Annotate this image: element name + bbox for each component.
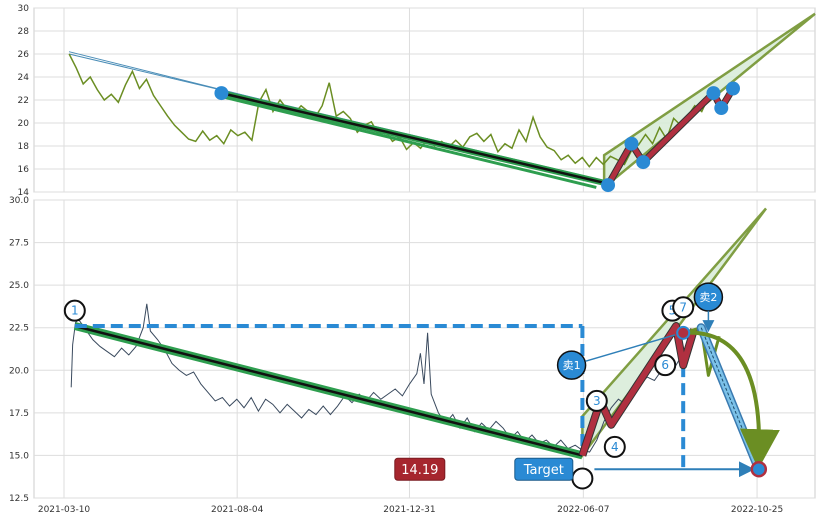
bottom-y-tick-label: 25.0 bbox=[9, 281, 29, 291]
top-pivot-dot bbox=[214, 86, 229, 101]
target-value-badge bbox=[394, 457, 446, 481]
top-y-tick-label: 22 bbox=[18, 96, 29, 106]
pivot-label-text: 7 bbox=[679, 300, 687, 314]
top-y-tick-label: 30 bbox=[18, 4, 30, 14]
bottom-trend-black bbox=[74, 324, 583, 457]
pivot-label-text: 4 bbox=[611, 440, 619, 454]
bottom-y-tick-label: 22.5 bbox=[9, 324, 29, 334]
target-label-badge bbox=[514, 457, 574, 481]
x-tick-label: 2021-08-04 bbox=[211, 505, 264, 515]
top-y-tick-label: 28 bbox=[18, 27, 30, 37]
pivot-label-text: 3 bbox=[593, 394, 601, 408]
top-trend-black bbox=[221, 91, 605, 185]
bottom-y-tick-label: 27.5 bbox=[9, 239, 29, 249]
sell-label-text: 卖1 bbox=[563, 359, 581, 372]
top-y-tick-label: 18 bbox=[18, 142, 30, 152]
top-pivot-dot bbox=[714, 101, 729, 116]
pivot-label-text: 1 bbox=[71, 304, 79, 318]
top-y-tick-label: 16 bbox=[18, 165, 30, 175]
bottom-panel: 12.5 15.0 17.5 20.0 22.5 25.0 27.5 30.0 2021-03-… bbox=[9, 196, 816, 515]
pivot-label-circle-empty bbox=[571, 467, 594, 490]
x-tick-label: 2021-12-31 bbox=[383, 505, 435, 515]
top-panel: 14 16 18 20 22 24 26 28 30 bbox=[18, 4, 816, 198]
top-trend-green bbox=[221, 95, 597, 189]
top-pivot-dot bbox=[636, 155, 651, 170]
bottom-y-tick-label: 30.0 bbox=[9, 196, 29, 206]
bottom-y-tick-label: 17.5 bbox=[9, 409, 29, 419]
bottom-y-tick-label: 12.5 bbox=[9, 494, 29, 504]
x-tick-label: 2022-10-25 bbox=[731, 505, 783, 515]
target-label-text: Target bbox=[523, 463, 564, 478]
pivot-label-text: 5 bbox=[669, 304, 677, 318]
top-pivot-dot bbox=[601, 178, 616, 193]
bottom-forecast-arc bbox=[683, 330, 780, 470]
bottom-pivot-dot bbox=[676, 325, 691, 340]
pivot-label-text: 6 bbox=[661, 358, 669, 372]
top-y-tick-label: 14 bbox=[18, 188, 30, 198]
top-y-tick-label: 26 bbox=[18, 50, 30, 60]
top-y-tick-label: 20 bbox=[18, 119, 30, 129]
sell-label-text: 卖2 bbox=[699, 291, 717, 304]
pivot-label-circle bbox=[654, 354, 677, 377]
top-pivot-dot bbox=[706, 86, 721, 101]
x-tick-label: 2022-06-07 bbox=[557, 505, 609, 515]
bottom-y-tick-label: 20.0 bbox=[9, 366, 29, 376]
bottom-y-tick-label: 15.0 bbox=[9, 451, 29, 461]
bottom-target-dot bbox=[750, 460, 768, 478]
sell-label-circle bbox=[556, 350, 587, 380]
target-value-text: 14.19 bbox=[401, 463, 438, 478]
top-pivot-dot bbox=[624, 136, 639, 151]
pivot-label-circle bbox=[63, 299, 86, 322]
pivot-label-circle bbox=[585, 389, 608, 412]
top-y-tick-label: 24 bbox=[18, 73, 30, 83]
pivot-label-circle bbox=[672, 296, 695, 319]
top-pivot-dot bbox=[725, 81, 740, 96]
sell-label-connector bbox=[585, 334, 676, 362]
x-tick-label: 2021-03-10 bbox=[38, 505, 91, 515]
pivot-label-circle bbox=[603, 435, 626, 458]
